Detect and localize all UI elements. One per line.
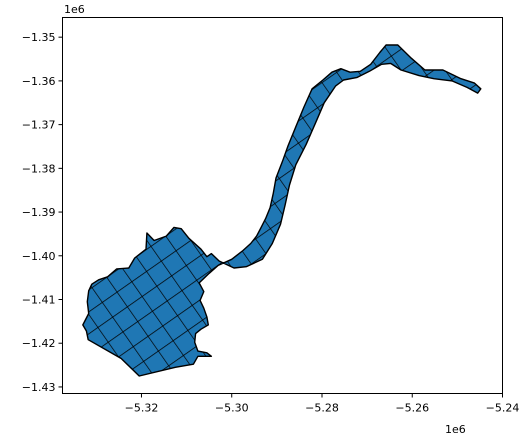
x-tick-label: −5.26 <box>395 402 429 415</box>
y-tick-label: −1.35 <box>22 31 56 44</box>
axes-frame <box>62 17 503 394</box>
water-body-outline <box>82 44 482 377</box>
y-tick-label: −1.37 <box>22 119 56 132</box>
x-tick-label: −5.24 <box>486 402 520 415</box>
x-offset-label: 1e6 <box>445 423 466 436</box>
y-tick-label: −1.41 <box>22 294 56 307</box>
y-offset-label: 1e6 <box>64 3 85 16</box>
y-tick-label: −1.36 <box>22 75 56 88</box>
x-tick-label: −5.30 <box>215 402 249 415</box>
y-axis: −1.35 −1.36 −1.37 −1.38 −1.39 −1.40 −1.41 −1.42… <box>22 31 63 394</box>
polygon-layer <box>82 44 482 377</box>
y-tick-label: −1.38 <box>22 162 56 175</box>
x-tick-label: −5.28 <box>305 402 339 415</box>
y-tick-label: −1.43 <box>22 381 56 394</box>
x-axis: −5.32 −5.30 −5.28 −5.26 −5.24 <box>125 393 520 415</box>
y-tick-label: −1.42 <box>22 337 56 350</box>
y-tick-label: −1.40 <box>22 250 56 263</box>
hatch-overlay <box>82 45 481 376</box>
x-tick-label: −5.32 <box>125 402 159 415</box>
y-tick-label: −1.39 <box>22 206 56 219</box>
